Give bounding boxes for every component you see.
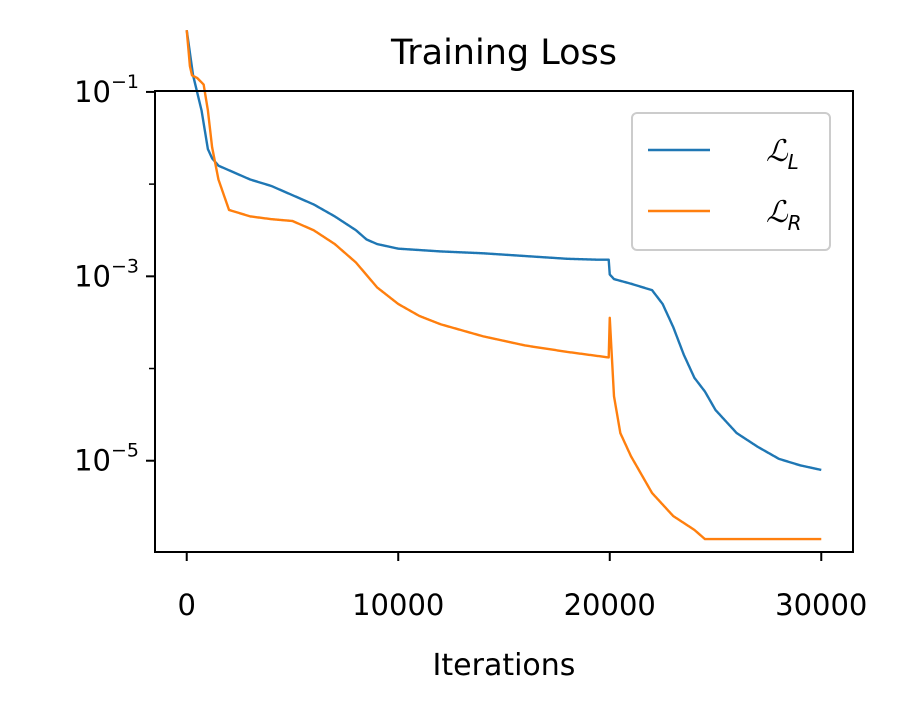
legend-label: ℒL bbox=[766, 134, 799, 174]
series-line-l-r bbox=[185, 30, 822, 541]
legend-label: ℒR bbox=[766, 195, 802, 235]
x-tick-label: 10000 bbox=[352, 588, 444, 622]
y-tick-base: 10 bbox=[74, 259, 111, 293]
legend-label-main: ℒ bbox=[766, 134, 789, 169]
y-tick-base: 10 bbox=[74, 75, 111, 109]
x-axis: 0 10000 20000 30000 bbox=[178, 552, 867, 622]
axes-frame bbox=[154, 90, 854, 553]
legend-label-sub: R bbox=[788, 211, 802, 235]
y-tick-exponent: −1 bbox=[111, 71, 139, 93]
x-axis-label: Iterations bbox=[433, 648, 576, 683]
y-tick-label: 10−1 bbox=[74, 71, 139, 109]
y-tick-label: 10−5 bbox=[74, 440, 139, 478]
x-tick-label: 20000 bbox=[564, 588, 656, 622]
chart-title: Training Loss bbox=[390, 33, 617, 73]
plot-area bbox=[185, 29, 822, 541]
series-line-l-l bbox=[185, 29, 822, 472]
legend-label-main: ℒ bbox=[766, 195, 789, 230]
y-tick-label: 10−3 bbox=[74, 255, 139, 293]
x-tick-label: 30000 bbox=[775, 588, 867, 622]
y-tick-exponent: −5 bbox=[111, 440, 139, 462]
x-tick-label: 0 bbox=[178, 588, 196, 622]
y-tick-exponent: −3 bbox=[111, 255, 139, 277]
legend-label-sub: L bbox=[788, 150, 799, 174]
y-tick-base: 10 bbox=[74, 444, 111, 478]
legend-box bbox=[631, 112, 831, 251]
y-axis: 10−110−310−5 bbox=[74, 71, 155, 478]
